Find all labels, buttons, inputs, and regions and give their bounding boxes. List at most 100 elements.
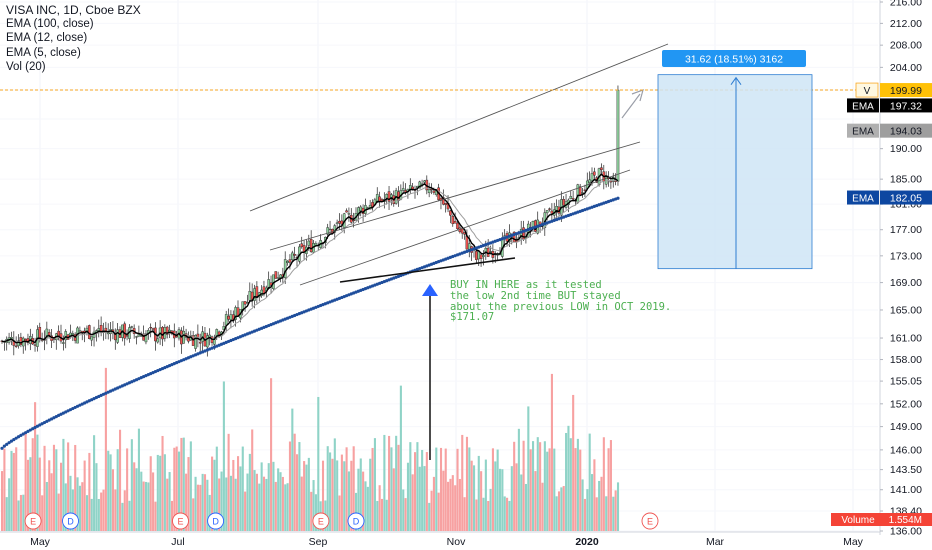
price-tick-label: 169.00 <box>890 277 922 289</box>
volume-bar <box>43 445 46 531</box>
volume-bar <box>26 459 30 531</box>
candle-body <box>243 301 247 305</box>
candle-body <box>151 328 155 330</box>
volume-bar <box>48 460 51 531</box>
volume-bar <box>321 460 325 531</box>
volume-bar <box>189 441 192 531</box>
candle-body <box>144 333 148 343</box>
legend-title: VISA INC, 1D, Cboe BZX <box>6 3 141 17</box>
volume-bar <box>55 449 58 531</box>
volume-bar <box>211 456 214 531</box>
candle-body <box>562 199 565 206</box>
candle-body <box>135 336 138 338</box>
event-marker-E <box>312 512 330 530</box>
candle-body <box>161 327 164 340</box>
price-tick-label: 165.00 <box>890 304 922 316</box>
volume-bar <box>168 472 171 531</box>
volume-bar <box>142 481 145 531</box>
volume-bar <box>85 495 89 531</box>
volume-bar <box>74 444 77 531</box>
candle-body <box>604 175 608 185</box>
volume-bar <box>239 466 242 531</box>
candle-body <box>467 243 471 250</box>
volume-badge-value: 1.554M <box>889 515 922 526</box>
candle-body <box>427 189 431 194</box>
volume-bar <box>435 447 438 531</box>
price-tick-label: 185.00 <box>890 174 922 186</box>
volume-bar <box>397 444 400 531</box>
volume-bar <box>114 489 117 531</box>
volume-bar <box>491 448 494 531</box>
candle-body <box>293 254 296 256</box>
candle-body <box>460 228 464 234</box>
volume-bar <box>156 454 159 531</box>
volume-bar <box>402 489 405 531</box>
candle-body <box>123 323 127 339</box>
volume-bar <box>305 464 308 531</box>
volume-bar <box>81 482 84 531</box>
volume-bar <box>532 441 535 531</box>
volume-bar <box>498 468 502 531</box>
volume-bar <box>406 462 410 531</box>
volume-bar <box>555 496 558 531</box>
volume-bar <box>404 498 407 531</box>
candle-body <box>328 228 332 231</box>
ema100-point <box>33 425 37 430</box>
volume-bar <box>338 495 341 531</box>
candle-body <box>326 227 329 235</box>
volume-bar <box>576 438 579 531</box>
volume-bar <box>196 484 199 531</box>
volume-bar <box>609 440 612 531</box>
candle-body <box>33 344 37 346</box>
legend-ema12[interactable]: EMA (12, close) <box>6 32 88 45</box>
legend-ema5[interactable]: EMA (5, close) <box>6 46 81 59</box>
volume-bar <box>494 461 497 531</box>
volume-bar <box>430 490 433 531</box>
candle-body <box>444 203 447 205</box>
projection-label: 31.62 (18.51%) 3162 <box>685 54 783 66</box>
volume-bar <box>562 486 565 531</box>
last-price-badge <box>880 83 932 98</box>
volume-bar <box>352 446 355 531</box>
price-tick-label: 208.00 <box>890 40 922 52</box>
projection-arrow-line <box>621 93 641 119</box>
volume-bar <box>78 485 81 531</box>
legend-ema100[interactable]: EMA (100, close) <box>6 18 94 31</box>
projection-box <box>657 74 813 270</box>
event-marker-D <box>207 512 225 530</box>
volume-bar <box>222 381 225 531</box>
candle-body <box>248 291 252 301</box>
ema100-point <box>47 418 51 422</box>
volume-bar <box>442 470 445 531</box>
candle-body <box>569 196 573 199</box>
volume-bar <box>536 437 539 531</box>
volume-bar <box>572 394 575 531</box>
candle-body <box>198 341 202 344</box>
ema100-point <box>21 432 25 436</box>
volume-bar <box>140 471 143 531</box>
legend-volume[interactable]: Vol (20) <box>6 60 46 73</box>
volume-bar <box>71 489 74 531</box>
volume-bar <box>182 437 185 531</box>
volume-bar <box>281 476 284 531</box>
volume-bar <box>192 498 195 531</box>
volume-bar <box>185 473 188 531</box>
ema100-point <box>57 413 61 418</box>
volume-bar <box>52 444 56 531</box>
volume-bar <box>414 452 417 531</box>
candle-body <box>106 332 110 335</box>
volume-bar <box>135 468 138 531</box>
volume-bar <box>380 498 384 531</box>
candle-body <box>600 167 603 170</box>
candle-body <box>90 336 93 341</box>
ema100-point <box>40 422 44 426</box>
projection-arrow-tip <box>730 76 742 85</box>
volume-bar <box>477 455 480 531</box>
volume-bar <box>22 494 25 531</box>
volume-bar <box>331 458 334 531</box>
volume-bar <box>126 448 129 531</box>
ema100-point <box>35 424 40 428</box>
